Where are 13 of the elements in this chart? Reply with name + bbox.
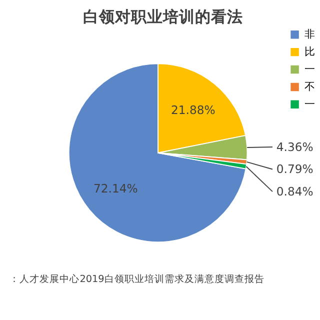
legend-label: 一 [304,97,316,110]
legend-label: 非 [304,28,316,41]
data-label: 0.79% [276,162,314,176]
data-label: 0.84% [276,184,314,198]
legend-label: 比 [304,44,316,58]
legend-label: 不 [304,80,316,93]
data-label: 21.88% [170,103,216,117]
text: ：人才发展中心2019白领职业培训需求及满意度调查报告 [10,272,264,285]
data-label: 72.14% [93,181,138,196]
chart-title: 白领对职业培训的看法 [82,8,243,26]
legend-label: 一 [304,62,316,76]
data-label: 4.36% [276,140,314,154]
pie-slice [68,63,246,243]
